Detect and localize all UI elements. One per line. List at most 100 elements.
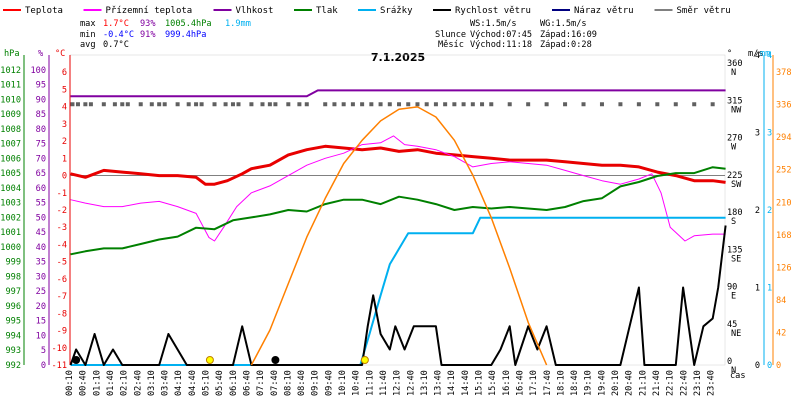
hpa-axis-title: hPa (4, 49, 20, 59)
percent-tick-label: 95 (36, 81, 46, 91)
x-tick-label: 16:10 (502, 370, 512, 396)
direction-tick-dir: SW (731, 180, 742, 190)
wg-value: WG:1.5m/s (540, 19, 587, 29)
wind-direction-mark (101, 102, 106, 107)
x-tick-label: 18:40 (570, 370, 580, 396)
celsius-axis-title: °C (55, 49, 65, 59)
percent-tick-label: 5 (41, 346, 46, 356)
percent-tick-label: 55 (36, 199, 46, 209)
sun-tick-label: 210 (776, 198, 792, 208)
direction-tick-dir: NW (731, 105, 742, 115)
sun-tick-label: 42 (776, 328, 786, 338)
x-tick-label: 21:10 (638, 370, 648, 396)
x-tick-label: 18:10 (556, 370, 566, 396)
celsius-tick-label: 5 (62, 85, 67, 95)
x-tick-label: 07:40 (270, 370, 280, 396)
x-tick-label: 04:10 (174, 370, 184, 396)
wind-direction-mark (443, 102, 448, 107)
hpa-tick-label: 992 (5, 361, 21, 371)
legend-label-0: Teplota (25, 6, 63, 16)
legend: Teplota Přízemní teplota Vlhkost Tlak Srážky… (3, 6, 731, 16)
wind-direction-mark (149, 102, 154, 107)
x-tick-label: 01:10 (92, 370, 102, 396)
x-tick-label: 17:40 (543, 370, 553, 396)
x-tick-label: 02:10 (120, 370, 130, 396)
direction-tick-value: 360 (727, 59, 743, 69)
mm-tick-label: 4 (767, 51, 772, 61)
wind-direction-mark (125, 102, 130, 107)
direction-tick-value: 270 (727, 134, 743, 144)
wind-direction-mark (223, 102, 228, 107)
legend-label-3: Tlak (316, 6, 338, 16)
axes: hPa9929939949959969979989991000100110021… (0, 49, 791, 376)
series-line-0 (70, 144, 726, 186)
x-tick-label: 12:10 (393, 370, 403, 396)
wind-direction-mark (341, 102, 346, 107)
stat-avg-label: avg (80, 40, 96, 50)
wind-direction-mark (581, 102, 586, 107)
legend-label-7: Směr větru (677, 6, 731, 16)
celsius-tick-label: 6 (62, 68, 67, 78)
percent-tick-label: 85 (36, 110, 46, 120)
wind-direction-mark (387, 102, 392, 107)
hpa-tick-label: 995 (5, 317, 21, 327)
direction-tick-dir: E (731, 292, 736, 302)
x-tick-label: 13:40 (434, 370, 444, 396)
wind-direction-mark (75, 102, 80, 107)
x-tick-label: 05:10 (202, 370, 212, 396)
celsius-tick-label: 2 (62, 137, 67, 147)
wind-direction-mark (186, 102, 191, 107)
direction-tick-value: 135 (727, 245, 743, 255)
wind-direction-mark (297, 102, 302, 107)
x-tick-label: 10:40 (352, 370, 362, 396)
ms-tick-label: 2 (755, 206, 760, 216)
x-tick-label: 23:40 (707, 370, 717, 396)
x-tick-label: 03:10 (147, 370, 157, 396)
percent-tick-label: 35 (36, 258, 46, 268)
x-tick-label: 23:10 (693, 370, 703, 396)
wind-direction-mark (452, 102, 457, 107)
x-tick-label: 10:10 (338, 370, 348, 396)
direction-tick-value: 225 (727, 171, 743, 181)
sun-moon-block: WS:1.5m/s WG:1.5m/s Slunce Východ:07:45 … (435, 19, 597, 50)
stat-max-hum: 93% (140, 19, 156, 29)
stat-max-temp: 1.7°C (103, 19, 129, 29)
stats-block: max 1.7°C 93% 1005.4hPa 1.9mm min -0.4°C… (80, 19, 251, 50)
wind-direction-mark (157, 102, 162, 107)
wind-direction-mark (273, 102, 278, 107)
x-tick-label: 13:10 (420, 370, 430, 396)
wind-direction-mark (350, 102, 355, 107)
wind-direction-mark (332, 102, 337, 107)
wind-direction-mark (507, 102, 512, 107)
sun-tick-label: 0 (776, 361, 781, 371)
wind-direction-mark (433, 102, 438, 107)
ms-tick-label: 1 (755, 284, 760, 294)
percent-tick-label: 0 (41, 361, 46, 371)
wind-direction-mark (710, 102, 715, 107)
percent-tick-label: 15 (36, 317, 46, 327)
ms-tick-label: 3 (755, 129, 760, 139)
direction-axis-title: ° (727, 49, 732, 59)
x-tick-label: 04:40 (188, 370, 198, 396)
wind-direction-mark (230, 102, 235, 107)
moon-marker (271, 356, 280, 364)
plot-area (69, 54, 726, 366)
percent-tick-label: 40 (36, 243, 46, 253)
wind-direction-mark (323, 102, 328, 107)
celsius-tick-label: -8 (57, 309, 67, 319)
x-tick-label: 09:40 (324, 370, 334, 396)
x-tick-label: 16:40 (515, 370, 525, 396)
x-tick-label: 15:10 (475, 370, 485, 396)
celsius-tick-label: -6 (57, 275, 67, 285)
wind-direction-mark (424, 102, 429, 107)
percent-tick-label: 25 (36, 287, 46, 297)
hpa-tick-label: 997 (5, 287, 21, 297)
stat-min-label: min (80, 30, 96, 40)
x-tick-label: 14:10 (447, 370, 457, 396)
ms-tick-label: 0 (755, 361, 760, 371)
percent-tick-label: 20 (36, 302, 46, 312)
x-tick-label: 17:10 (529, 370, 539, 396)
plot-layer (69, 89, 727, 366)
x-tick-label: 08:10 (283, 370, 293, 396)
hpa-tick-label: 1011 (0, 81, 21, 91)
